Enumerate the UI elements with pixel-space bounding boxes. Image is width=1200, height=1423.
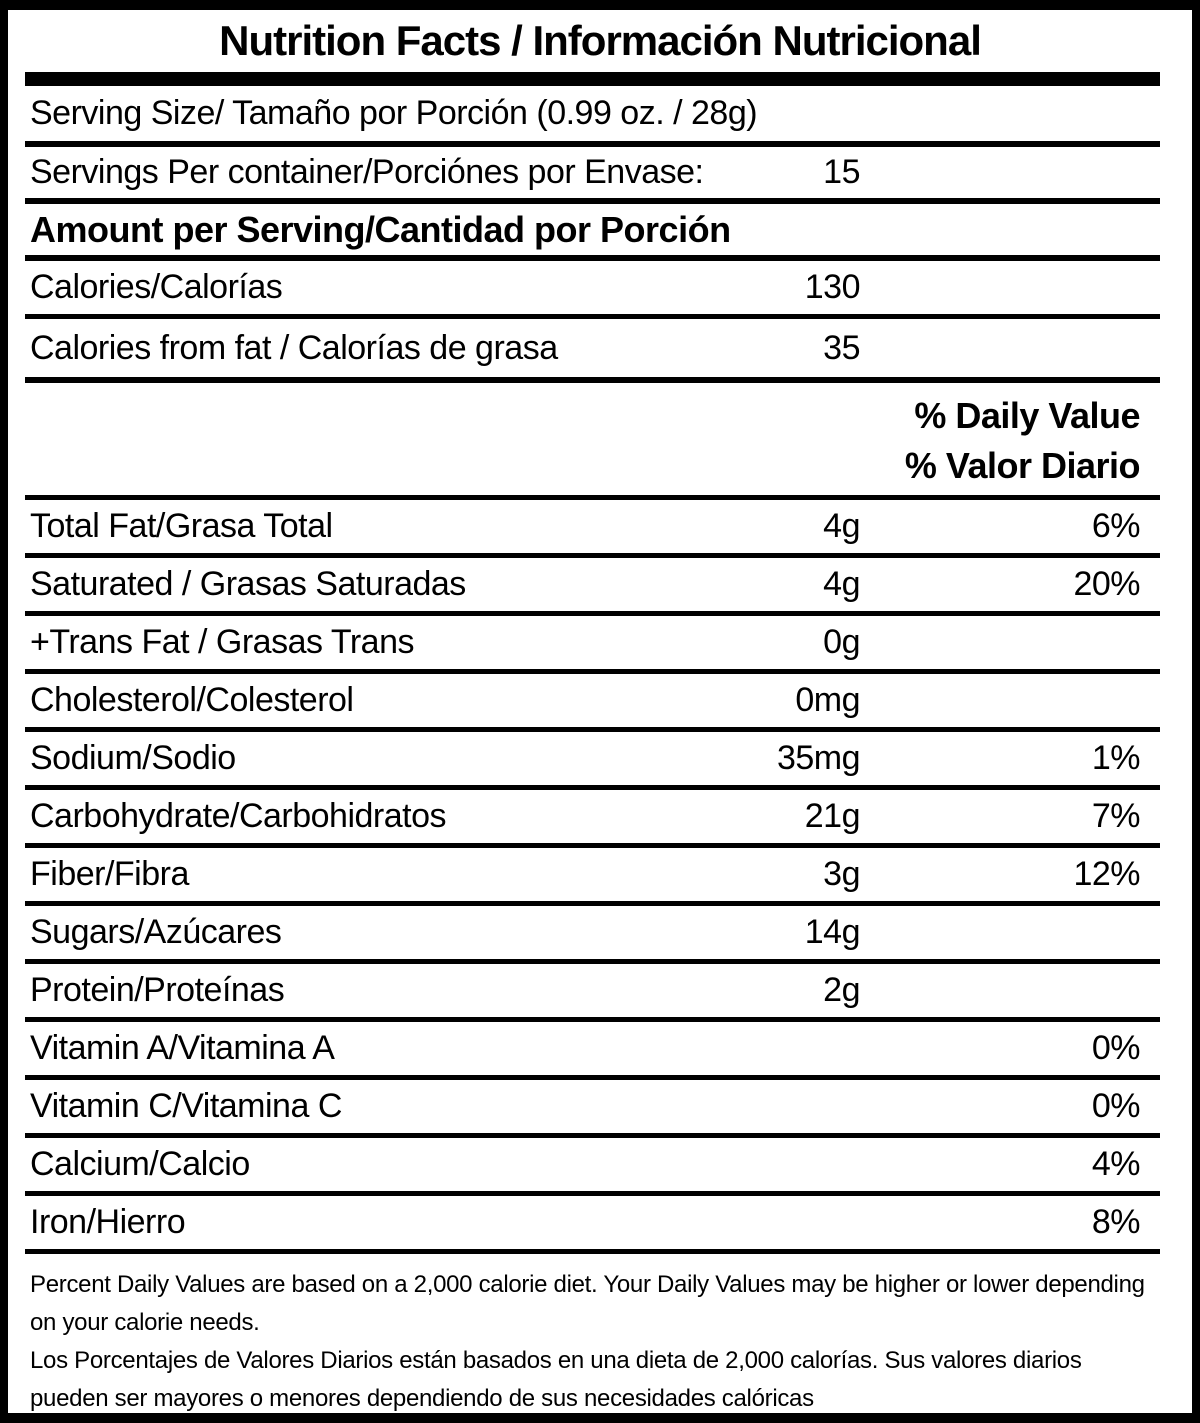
serving-info-section: Serving Size/ Tamaño por Porción (0.99 o… (25, 86, 1160, 1254)
nutrient-row: Vitamin A/Vitamina A 0% (25, 1022, 1160, 1080)
daily-value-header-es: % Valor Diario (904, 445, 1141, 486)
nutrient-row: Sugars/Azúcares 14g (25, 906, 1160, 964)
daily-value-header-block: % Daily Value % Valor Diario (25, 383, 1160, 500)
nutrient-amount: 2g (823, 971, 860, 1009)
nutrient-amount: 14g (804, 913, 861, 951)
calories-row: Calories/Calorías 130 (25, 261, 1160, 319)
nutrients-table: Total Fat/Grasa Total 4g 6% Saturated / … (25, 500, 1160, 1254)
nutrient-dv: 6% (1091, 507, 1141, 545)
nutrient-row: Saturated / Grasas Saturadas 4g 20% (25, 558, 1160, 616)
daily-value-header-en: % Daily Value (914, 395, 1140, 436)
label-title: Nutrition Facts / Información Nutriciona… (219, 17, 982, 64)
nutrient-label: Vitamin C/Vitamina C (30, 1087, 342, 1125)
nutrient-row: +Trans Fat / Grasas Trans 0g (25, 616, 1160, 674)
nutrient-dv: 20% (1073, 565, 1140, 603)
nutrient-label: Fiber/Fibra (30, 855, 189, 893)
serving-size-row: Serving Size/ Tamaño por Porción (0.99 o… (25, 86, 1160, 147)
footnote-section: Percent Daily Values are based on a 2,00… (8, 1254, 1192, 1413)
nutrient-label: Carbohydrate/Carbohidratos (30, 797, 447, 835)
nutrient-label: +Trans Fat / Grasas Trans (30, 623, 414, 661)
servings-per-container-label: Servings Per container/Porciónes por Env… (30, 153, 704, 191)
nutrient-label: Cholesterol/Colesterol (30, 681, 354, 719)
nutrient-dv: 4% (1091, 1145, 1141, 1183)
nutrient-dv: 12% (1073, 855, 1140, 893)
nutrient-dv: 0% (1091, 1029, 1141, 1067)
nutrient-row: Iron/Hierro 8% (25, 1196, 1160, 1254)
nutrient-amount: 0g (823, 623, 860, 661)
nutrient-amount: 3g (823, 855, 860, 893)
nutrient-row: Sodium/Sodio 35mg 1% (25, 732, 1160, 790)
nutrient-row: Fiber/Fibra 3g 12% (25, 848, 1160, 906)
nutrient-label: Protein/Proteínas (30, 971, 285, 1009)
calories-from-fat-label: Calories from fat / Calorías de grasa (30, 328, 558, 367)
nutrient-label: Calcium/Calcio (30, 1145, 250, 1183)
footnote-spanish: Los Porcentajes de Valores Diarios están… (30, 1347, 1082, 1412)
nutrient-dv: 1% (1091, 739, 1141, 777)
nutrient-label: Vitamin A/Vitamina A (30, 1029, 335, 1067)
nutrient-row: Total Fat/Grasa Total 4g 6% (25, 500, 1160, 558)
nutrient-amount: 0mg (795, 681, 860, 719)
servings-per-container-value: 15 (823, 153, 860, 191)
nutrient-row: Protein/Proteínas 2g (25, 964, 1160, 1022)
nutrient-label: Iron/Hierro (30, 1203, 186, 1241)
calories-label: Calories/Calorías (30, 268, 283, 306)
nutrient-amount: 35mg (776, 739, 861, 777)
footnote-english: Percent Daily Values are based on a 2,00… (30, 1271, 1145, 1336)
amount-per-serving-header: Amount per Serving/Cantidad por Porción (30, 208, 731, 250)
calories-from-fat-value: 35 (823, 328, 860, 367)
nutrient-label: Sodium/Sodio (30, 739, 236, 777)
nutrient-dv: 8% (1091, 1203, 1141, 1241)
nutrient-row: Calcium/Calcio 4% (25, 1138, 1160, 1196)
amount-per-serving-header-row: Amount per Serving/Cantidad por Porción (25, 204, 1160, 261)
nutrient-dv: 0% (1091, 1087, 1141, 1125)
nutrient-amount: 21g (804, 797, 861, 835)
nutrient-amount: 4g (823, 565, 860, 603)
nutrient-amount: 4g (823, 507, 860, 545)
title-divider-bar (25, 72, 1160, 86)
serving-size-label: Serving Size/ Tamaño por Porción (0.99 o… (30, 94, 758, 132)
nutrient-row: Cholesterol/Colesterol 0mg (25, 674, 1160, 732)
nutrient-row: Carbohydrate/Carbohidratos 21g 7% (25, 790, 1160, 848)
calories-from-fat-row: Calories from fat / Calorías de grasa 35 (25, 319, 1160, 383)
nutrient-row: Vitamin C/Vitamina C 0% (25, 1080, 1160, 1138)
nutrient-label: Sugars/Azúcares (30, 913, 282, 951)
nutrient-label: Saturated / Grasas Saturadas (30, 565, 466, 603)
calories-value: 130 (804, 268, 861, 306)
nutrient-label: Total Fat/Grasa Total (30, 507, 333, 545)
nutrient-dv: 7% (1091, 797, 1141, 835)
servings-per-container-row: Servings Per container/Porciónes por Env… (25, 147, 1160, 204)
